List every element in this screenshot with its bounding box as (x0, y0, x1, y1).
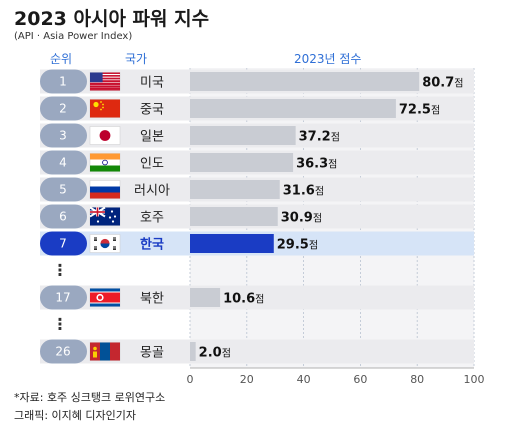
rank-label: 6 (59, 210, 67, 224)
mongolia-flag-icon (89, 342, 121, 361)
japan-flag-icon (89, 126, 121, 145)
value-label: 30.9점 (281, 211, 322, 226)
ellipsis-mark: ⋮ (52, 315, 68, 334)
country-label: 북한 (140, 292, 164, 307)
country-label: 중국 (140, 103, 164, 118)
india-flag-icon (89, 153, 121, 172)
country-label: 인도 (140, 157, 164, 172)
value-unit: 점 (222, 348, 231, 360)
rank-label: 2 (59, 102, 67, 116)
us-flag-icon (89, 72, 121, 91)
bar (190, 234, 274, 253)
rank-pill (40, 204, 87, 229)
value-label: 36.3점 (296, 157, 337, 172)
rank-pill (40, 339, 87, 364)
x-tick-label: 20 (240, 373, 254, 386)
rank-pill (40, 285, 87, 310)
chart-subtitle: (API · Asia Power Index) (14, 31, 133, 42)
rank-pill (40, 96, 87, 121)
bar (190, 342, 196, 361)
rank-pill (40, 177, 87, 202)
bar (190, 126, 296, 145)
column-header-score: 2023년 점수 (294, 52, 362, 66)
value-unit: 점 (255, 294, 264, 306)
rank-label: 1 (59, 75, 67, 89)
north-korea-flag-icon (89, 288, 121, 307)
rank-pill (40, 123, 87, 148)
rank-label: 7 (59, 237, 67, 251)
x-tick-label: 0 (187, 373, 194, 386)
value-label: 80.7점 (422, 76, 463, 91)
value-unit: 점 (454, 78, 463, 90)
rank-pill (40, 69, 87, 94)
ellipsis-mark: ⋮ (52, 261, 68, 280)
bar (190, 72, 420, 91)
bar (190, 288, 221, 307)
china-flag-icon (89, 99, 121, 118)
australia-flag-icon (89, 206, 121, 226)
bar (190, 153, 294, 172)
country-label: 호주 (140, 211, 164, 226)
bar (190, 207, 278, 226)
rank-label: 26 (55, 345, 70, 359)
rank-pill (40, 150, 87, 175)
value-unit: 점 (313, 213, 322, 225)
value-unit: 점 (315, 186, 324, 198)
russia-flag-icon (89, 180, 121, 199)
value-label: 2.0점 (199, 346, 231, 361)
value-label: 37.2점 (299, 130, 340, 145)
country-label: 몽골 (140, 346, 164, 361)
bar (190, 180, 280, 199)
rank-label: 4 (59, 156, 67, 170)
value-unit: 점 (431, 105, 440, 117)
south-korea-flag-icon (89, 234, 121, 253)
country-label: 한국 (140, 237, 164, 253)
value-label: 72.5점 (399, 103, 440, 118)
value-label: 31.6점 (283, 184, 324, 199)
value-unit: 점 (331, 132, 340, 144)
value-label: 29.5점 (277, 238, 318, 253)
source-note: *자료: 호주 싱크탱크 로위연구소 (14, 391, 166, 404)
rank-label: 3 (59, 129, 67, 143)
rank-label: 17 (55, 291, 70, 305)
x-tick-label: 80 (410, 373, 424, 386)
bar (190, 99, 396, 118)
value-unit: 점 (328, 159, 337, 171)
value-label: 10.6점 (223, 292, 264, 307)
country-label: 미국 (140, 76, 164, 91)
x-tick-label: 100 (464, 373, 485, 386)
column-header-rank: 순위 (50, 52, 73, 66)
rank-pill (40, 231, 87, 256)
value-unit: 점 (309, 240, 318, 252)
column-header-country: 국가 (125, 52, 148, 66)
rank-label: 5 (59, 183, 67, 197)
credit-note: 그래픽: 이지혜 디자인기자 (14, 409, 137, 422)
x-tick-label: 40 (297, 373, 311, 386)
country-label: 러시아 (134, 184, 170, 199)
chart-title: 2023 아시아 파워 지수 (14, 8, 210, 30)
country-label: 일본 (140, 130, 164, 145)
x-tick-label: 60 (353, 373, 367, 386)
